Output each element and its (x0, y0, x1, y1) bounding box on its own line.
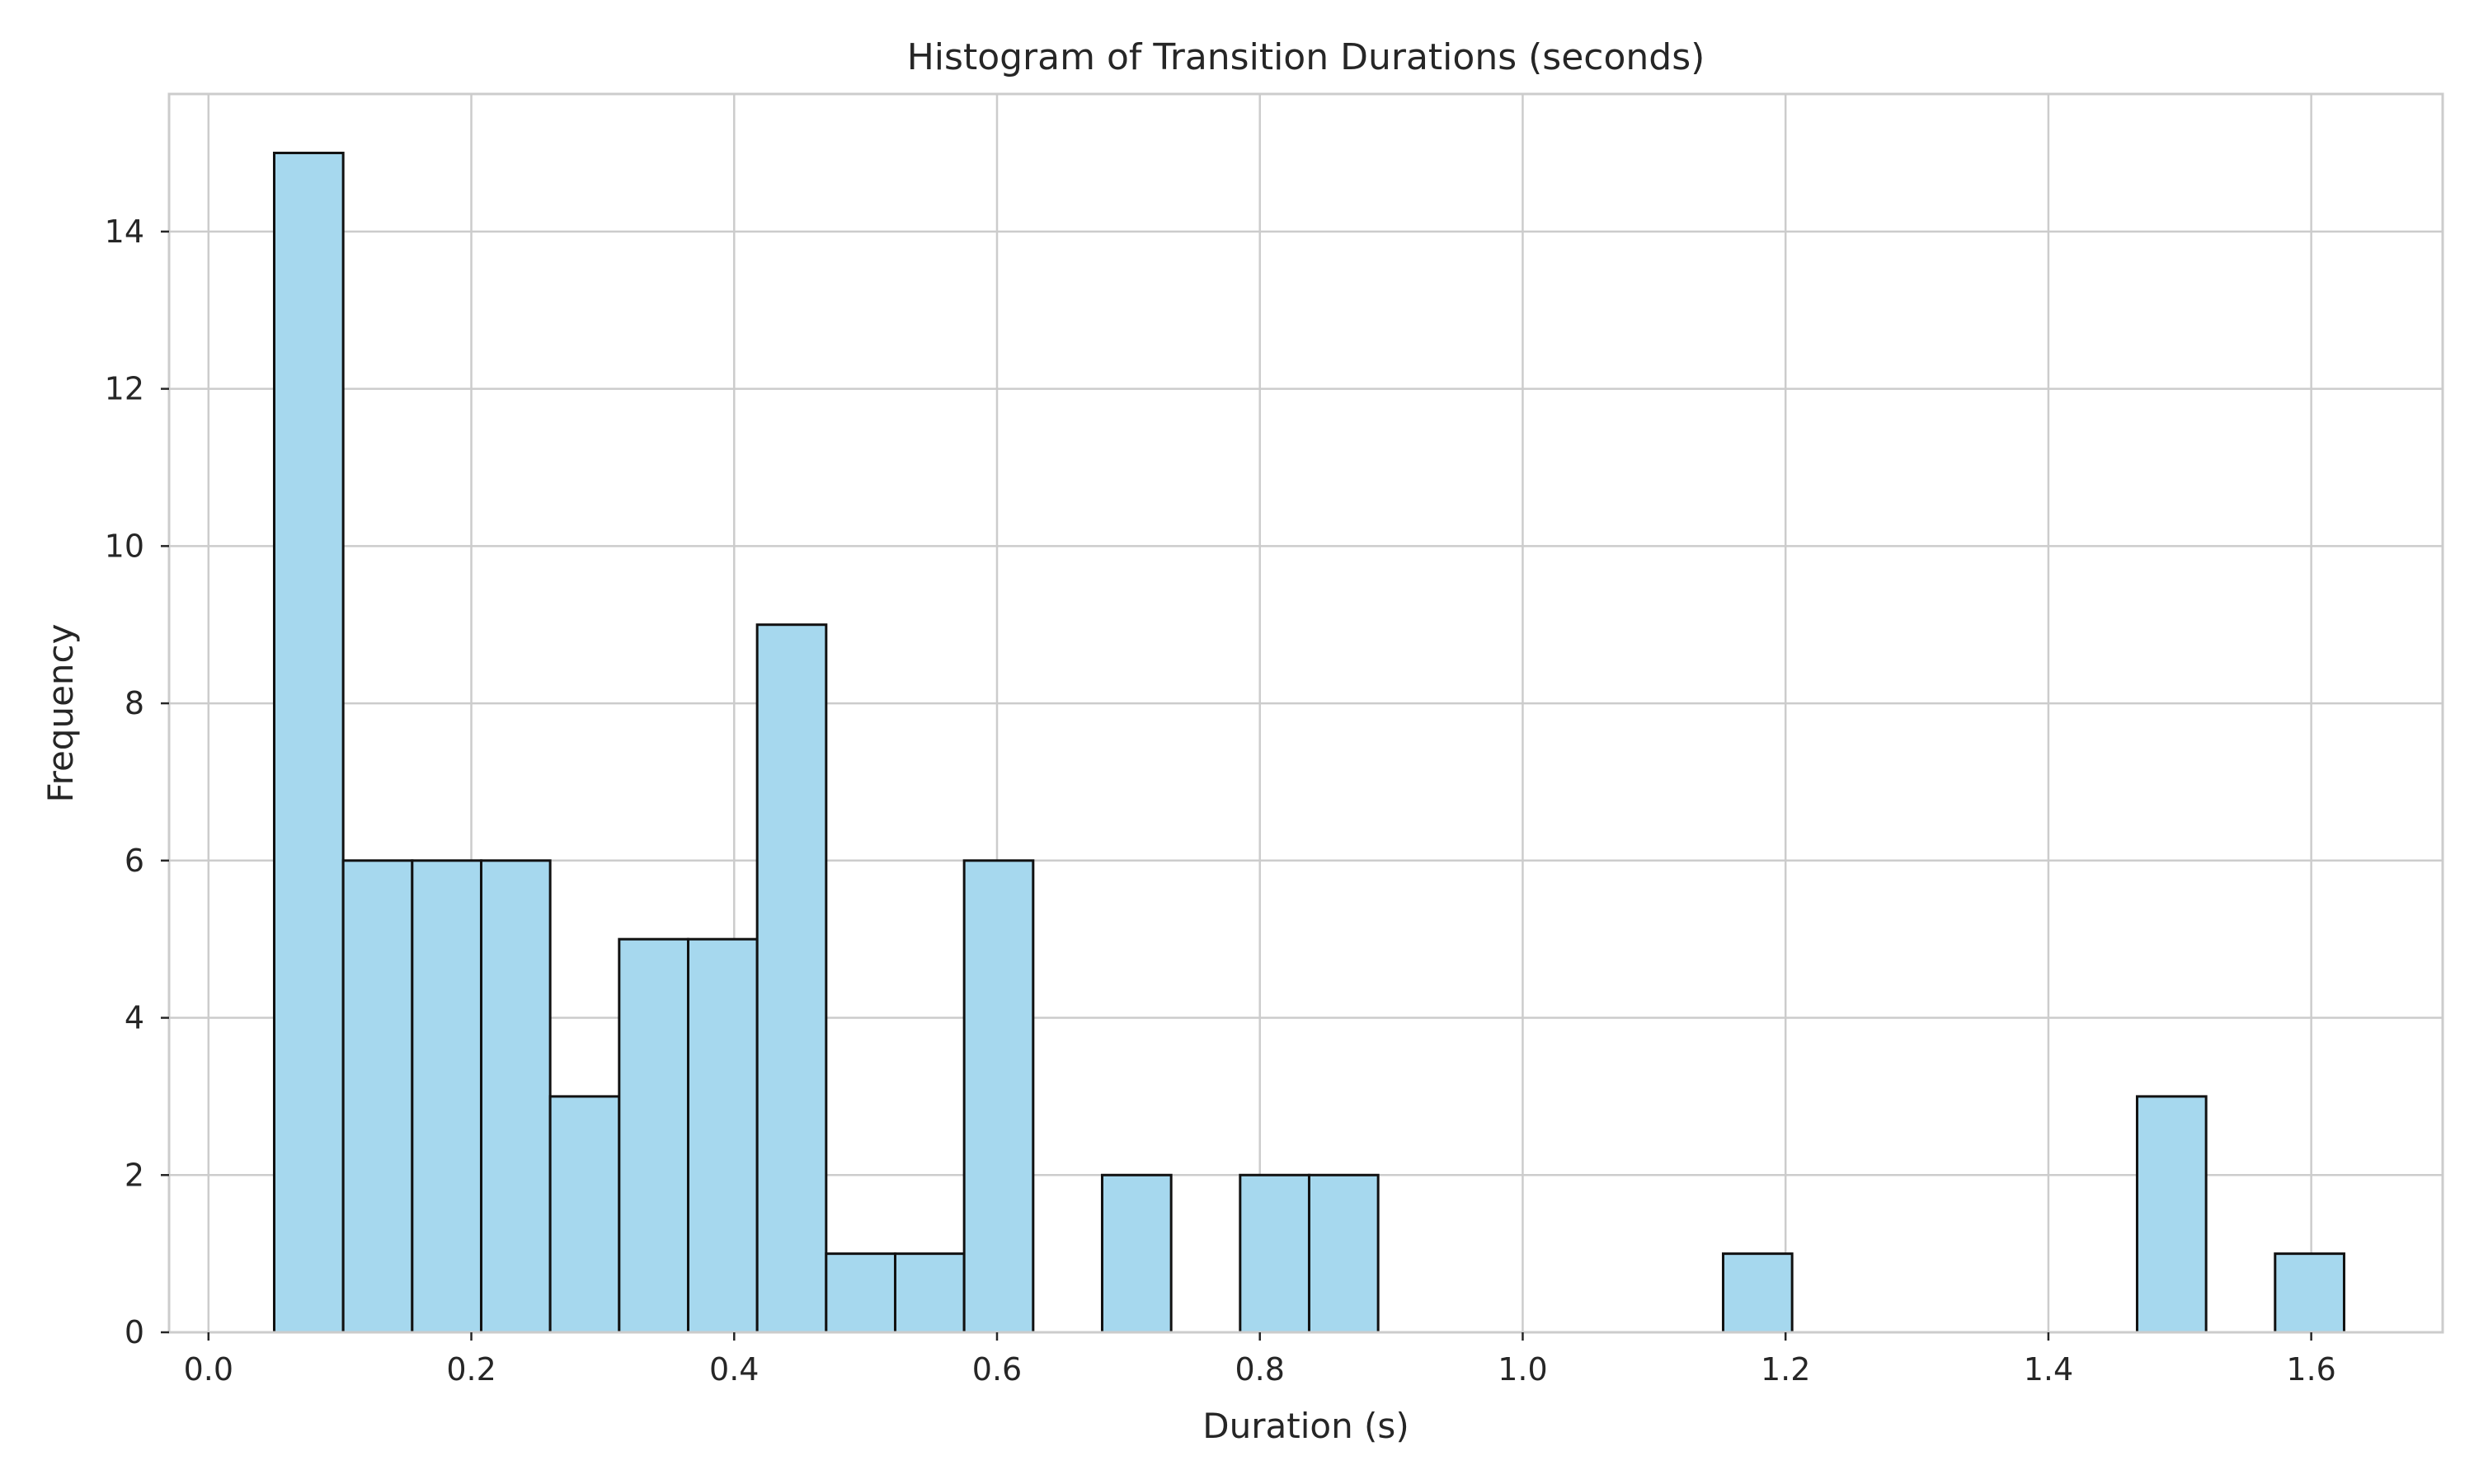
y-tick-label: 4 (125, 1000, 144, 1036)
plot-frame (167, 92, 2444, 1334)
x-tick-label: 1.6 (2286, 1351, 2335, 1388)
x-tick-label: 1.0 (1498, 1351, 1547, 1388)
histogram-bar (548, 1095, 621, 1334)
histogram-bar (2274, 1252, 2345, 1334)
x-axis-label: Duration (s) (1202, 1406, 1409, 1446)
axis-ticks: 0.0 0.2 0.4 0.6 0.8 1.0 1.2 1.4 1.6 0 2 4 6 8 10 12 14 (105, 214, 2336, 1388)
histogram-bar (962, 859, 1035, 1334)
y-tick-label: 14 (105, 214, 144, 250)
y-tick-label: 2 (125, 1157, 144, 1193)
histogram-bars (272, 152, 2345, 1334)
histogram-bar (1721, 1252, 1794, 1334)
x-tick-label: 0.0 (184, 1351, 233, 1388)
histogram-bar (755, 623, 828, 1334)
x-tick-label: 0.8 (1235, 1351, 1285, 1388)
histogram-bar (1239, 1173, 1310, 1334)
x-tick-label: 0.2 (446, 1351, 496, 1388)
histogram-bar (341, 859, 414, 1334)
x-tick-label: 1.2 (1761, 1351, 1810, 1388)
histogram-bar (2135, 1095, 2208, 1334)
x-tick-label: 1.4 (2024, 1351, 2073, 1388)
x-tick-label: 0.6 (972, 1351, 1022, 1388)
histogram-bar (686, 937, 759, 1334)
histogram-bar (618, 937, 689, 1334)
y-tick-label: 6 (125, 843, 144, 879)
y-tick-label: 0 (125, 1314, 144, 1350)
y-axis-label: Frequency (40, 624, 81, 803)
histogram-bar (1100, 1173, 1173, 1334)
histogram-bar (825, 1252, 896, 1334)
histogram-bar (1307, 1173, 1380, 1334)
y-tick-label: 12 (105, 371, 144, 407)
y-tick-label: 10 (105, 528, 144, 564)
histogram-bar (479, 859, 552, 1334)
y-tick-label: 8 (125, 685, 144, 721)
histogram-bar (893, 1252, 966, 1334)
x-tick-label: 0.4 (709, 1351, 759, 1388)
histogram-bar (411, 859, 482, 1334)
histogram-bar (272, 152, 345, 1334)
chart-title: Histogram of Transition Durations (secon… (907, 36, 1705, 78)
